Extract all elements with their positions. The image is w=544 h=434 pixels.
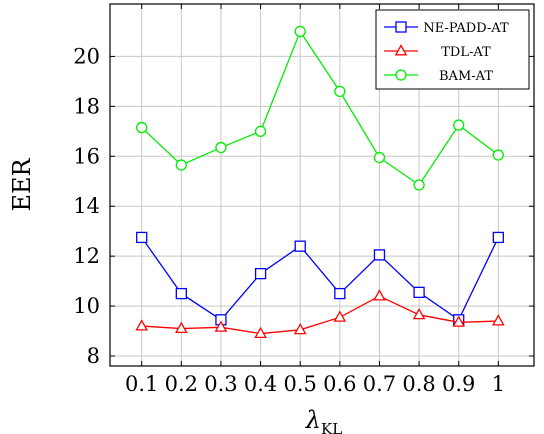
data-point-tdl-at — [333, 310, 347, 322]
y-axis-label: EER — [8, 158, 36, 212]
data-point-tdl-at — [135, 319, 149, 331]
data-point-bam-at — [294, 25, 306, 38]
data-point-tdl-at — [293, 322, 307, 335]
data-point-tdl-at — [492, 314, 505, 326]
legend-label: NE-PADD-AT — [423, 21, 509, 36]
data-point-ne-padd-at — [294, 240, 306, 252]
plot-frame — [109, 3, 535, 367]
x-tick-label: 0.1 — [125, 372, 158, 396]
series-tdl-at — [135, 289, 505, 338]
data-point-bam-at — [136, 121, 148, 134]
legend-marker — [395, 69, 407, 81]
y-tick-label: 16 — [73, 144, 100, 168]
data-point-bam-at — [453, 119, 465, 131]
data-point-ne-padd-at — [413, 286, 425, 299]
series-ne-padd-at — [136, 231, 504, 326]
y-tick-label: 10 — [73, 294, 100, 318]
series-bam-at — [136, 25, 504, 191]
data-point-ne-padd-at — [492, 231, 504, 244]
x-axis-label-subscript: KL — [321, 420, 342, 434]
x-tick-label: 1 — [492, 372, 505, 396]
legend-label: TDL-AT — [441, 45, 491, 60]
series-line-tdl-at — [141, 295, 499, 335]
data-point-ne-padd-at — [136, 231, 148, 244]
axis-ticks: 0.1 0.2 0.3 0.4 0.5 0.6 0.7 0.8 0.9 1810121416182… — [73, 4, 534, 396]
data-point-ne-padd-at — [334, 287, 346, 300]
data-point-bam-at — [215, 141, 227, 154]
data-point-bam-at — [175, 159, 187, 171]
data-point-bam-at — [492, 149, 504, 161]
x-tick-label: 0.9 — [442, 372, 475, 396]
x-tick-label: 0.5 — [284, 372, 317, 396]
data-point-bam-at — [373, 151, 386, 164]
y-tick-label: 14 — [73, 194, 100, 218]
data-point-bam-at — [413, 179, 425, 191]
data-point-ne-padd-at — [254, 267, 267, 280]
data-point-tdl-at — [373, 289, 386, 301]
data-point-tdl-at — [254, 326, 267, 338]
legend-marker — [395, 21, 407, 33]
x-axis-label-main: λ — [305, 406, 321, 434]
y-tick-label: 12 — [73, 244, 100, 268]
y-tick-label: 20 — [73, 44, 100, 68]
data-point-tdl-at — [175, 321, 188, 334]
x-tick-label: 0.8 — [402, 372, 435, 396]
data-point-tdl-at — [412, 307, 426, 320]
legend-label: BAM-AT — [439, 69, 493, 84]
y-tick-label: 8 — [87, 344, 100, 368]
x-tick-label: 0.6 — [323, 372, 356, 396]
y-tick-label: 18 — [73, 94, 100, 118]
x-tick-label: 0.2 — [165, 372, 198, 396]
legend-marker — [394, 44, 408, 56]
series-line-bam-at — [141, 30, 499, 186]
x-tick-label: 0.3 — [204, 372, 237, 396]
data-point-bam-at — [334, 85, 346, 98]
x-tick-label: 0.7 — [363, 372, 396, 396]
legend-entry-bam-at: BAM-AT — [384, 69, 493, 84]
data-point-tdl-at — [452, 315, 466, 327]
x-axis-label: λKL — [305, 406, 342, 434]
data-point-bam-at — [254, 125, 267, 137]
data-point-ne-padd-at — [373, 249, 386, 261]
legend: NE-PADD-AT TDL-AT BAM-AT — [375, 9, 530, 90]
grid — [110, 4, 534, 366]
data-point-ne-padd-at — [175, 287, 187, 300]
legend-entry-ne-padd-at: NE-PADD-AT — [384, 21, 509, 36]
x-tick-label: 0.4 — [244, 372, 277, 396]
data-point-tdl-at — [214, 320, 228, 332]
legend-entry-tdl-at: TDL-AT — [384, 44, 491, 60]
series-line-ne-padd-at — [141, 237, 499, 321]
series-layer — [135, 25, 505, 338]
